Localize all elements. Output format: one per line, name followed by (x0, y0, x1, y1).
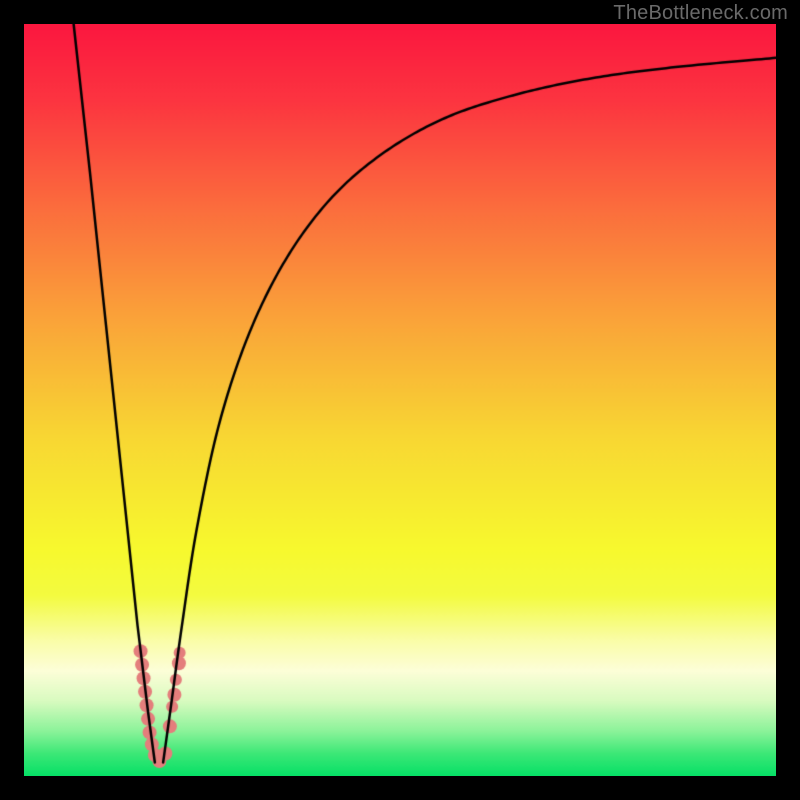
plot-area (24, 24, 776, 776)
watermark-text: TheBottleneck.com (613, 2, 788, 25)
chart-frame: TheBottleneck.com (0, 0, 800, 800)
chart-canvas (24, 24, 776, 776)
